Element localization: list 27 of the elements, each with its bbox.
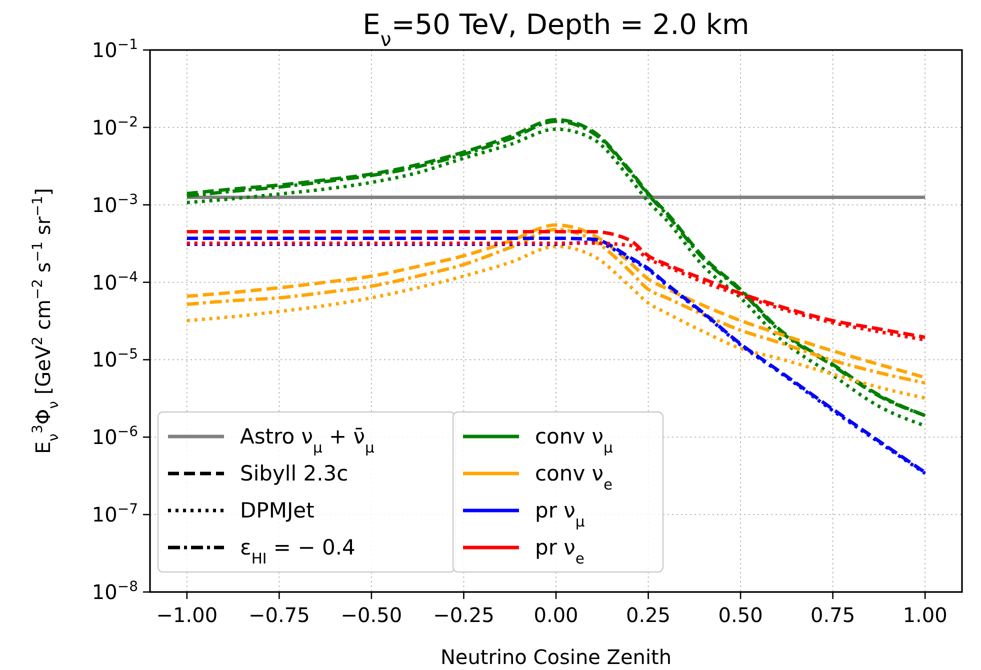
- x-tick-label: 0.75: [810, 603, 856, 627]
- y-tick-label: 10$^{−4}$: [92, 269, 138, 294]
- x-tick-label: −0.75: [248, 603, 310, 627]
- legend-label: DPMJet: [240, 498, 314, 522]
- x-tick-label: −0.50: [340, 603, 402, 627]
- x-tick-label: 1.00: [902, 603, 948, 627]
- legend-label: pr ν$_{e}$: [535, 536, 584, 567]
- legend-label: conv ν$_{μ}$: [535, 424, 613, 456]
- chart-title: E$_{ν}$=50 TeV, Depth = 2.0 km: [362, 8, 750, 50]
- legend-label: conv ν$_{e}$: [535, 462, 613, 493]
- y-tick-label: 10$^{−8}$: [92, 579, 138, 604]
- legend-label: Sibyll 2.3c: [240, 462, 348, 486]
- y-tick-label: 10$^{−3}$: [92, 192, 138, 217]
- legend-label: ε$_{HI}$ = − 0.4: [240, 536, 356, 567]
- legend-label: pr ν$_{μ}$: [535, 498, 585, 530]
- y-tick-label: 10$^{−5}$: [92, 346, 138, 372]
- x-tick-label: −0.25: [433, 603, 494, 627]
- y-tick-label: 10$^{−6}$: [92, 424, 138, 450]
- legend-label: Astro ν$_{μ}$ + ν̄$_{μ}$: [240, 424, 374, 456]
- x-tick-label: −1.00: [156, 603, 218, 627]
- x-tick-label: 0.25: [626, 603, 671, 627]
- x-tick-label: 0.00: [534, 603, 578, 627]
- y-tick-label: 10$^{−1}$: [92, 37, 138, 62]
- y-tick-label: 10$^{−2}$: [92, 114, 138, 140]
- y-tick-label: 10$^{−7}$: [92, 502, 138, 527]
- x-tick-label: 0.50: [718, 603, 763, 627]
- x-axis-title: Neutrino Cosine Zenith: [440, 645, 672, 669]
